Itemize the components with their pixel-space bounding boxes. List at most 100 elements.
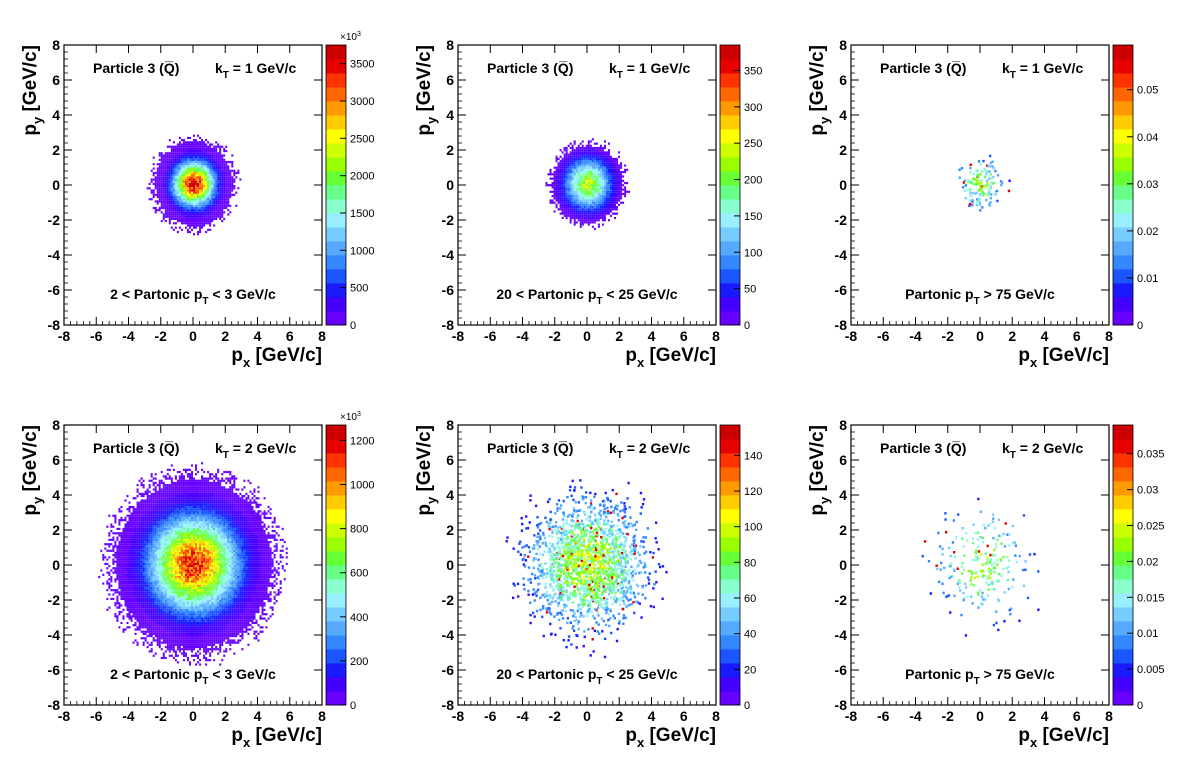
bin (160, 505, 163, 509)
bin (197, 154, 200, 157)
bin (577, 216, 580, 220)
bin (164, 586, 167, 590)
bin (170, 176, 173, 179)
bin (166, 508, 169, 511)
bin (201, 226, 204, 229)
bin (100, 569, 103, 572)
bin (190, 193, 193, 196)
bin (124, 523, 127, 526)
bin (160, 169, 163, 172)
bin (156, 508, 159, 511)
bin (199, 152, 202, 155)
color-bar-segment (326, 101, 346, 116)
bin (199, 187, 202, 190)
bin (140, 536, 143, 539)
bin (168, 145, 171, 148)
bin (164, 578, 167, 581)
bin (162, 204, 165, 207)
bin (158, 536, 161, 539)
bin (164, 600, 167, 603)
bin (193, 215, 196, 218)
bin (579, 160, 582, 163)
bin (587, 219, 590, 222)
bin (134, 547, 137, 550)
bin (118, 547, 121, 550)
bin (128, 505, 131, 509)
bin (124, 516, 127, 520)
bin (148, 621, 151, 625)
bin (219, 158, 222, 161)
bin (130, 519, 133, 522)
y-axis-label-symbol: p (20, 124, 41, 136)
bin (188, 185, 191, 188)
bin (583, 195, 586, 198)
bin (555, 203, 558, 206)
bin (164, 567, 167, 570)
bin (209, 145, 212, 148)
bin (607, 166, 610, 169)
bin (160, 523, 163, 526)
bin (199, 182, 202, 185)
bin (197, 204, 200, 207)
bin (624, 168, 627, 171)
bin (595, 155, 598, 158)
bin (611, 168, 615, 171)
bin (148, 573, 151, 576)
bin (118, 562, 121, 565)
bin (219, 163, 222, 166)
bin (170, 178, 173, 181)
bin (571, 214, 574, 217)
bin (203, 189, 206, 192)
bin (166, 578, 169, 581)
bin (219, 145, 222, 148)
bin (146, 595, 149, 598)
bin (118, 569, 121, 572)
z-tick-label: 3000 (350, 96, 374, 108)
bin (150, 626, 153, 629)
bin (188, 141, 191, 144)
bin (591, 219, 594, 222)
particle-label: Particle 3 (Q̅) (93, 60, 179, 76)
bin (138, 545, 141, 548)
z-multiplier-exp: 3 (357, 31, 361, 38)
bin (595, 195, 598, 198)
bin (231, 187, 234, 190)
bin (158, 484, 161, 487)
bin (209, 150, 212, 153)
bin (134, 575, 137, 579)
bin (150, 650, 153, 653)
bin (205, 156, 208, 159)
bin (156, 519, 159, 522)
bin (156, 540, 159, 544)
bin (164, 549, 167, 552)
bin (128, 543, 131, 546)
bin (136, 536, 139, 539)
bin (148, 567, 151, 570)
bin (589, 160, 592, 163)
bin (164, 187, 167, 190)
bin (130, 584, 133, 587)
bin (551, 190, 554, 193)
bin (579, 190, 582, 193)
bin (195, 226, 198, 229)
bin (601, 160, 604, 163)
bin (138, 615, 141, 618)
bin (132, 532, 135, 535)
bin (605, 201, 608, 204)
bin (146, 560, 149, 563)
bin (219, 147, 222, 150)
bin (605, 181, 608, 185)
bin (120, 571, 123, 574)
bin (616, 190, 619, 193)
bin (620, 188, 623, 191)
bin (136, 538, 139, 541)
bin (603, 206, 606, 209)
bin (162, 543, 165, 546)
bin (136, 488, 139, 491)
bin (158, 545, 161, 548)
bin (162, 180, 165, 183)
bin (209, 154, 212, 157)
bin (571, 212, 574, 215)
bin (587, 210, 590, 213)
bin (989, 173, 992, 176)
